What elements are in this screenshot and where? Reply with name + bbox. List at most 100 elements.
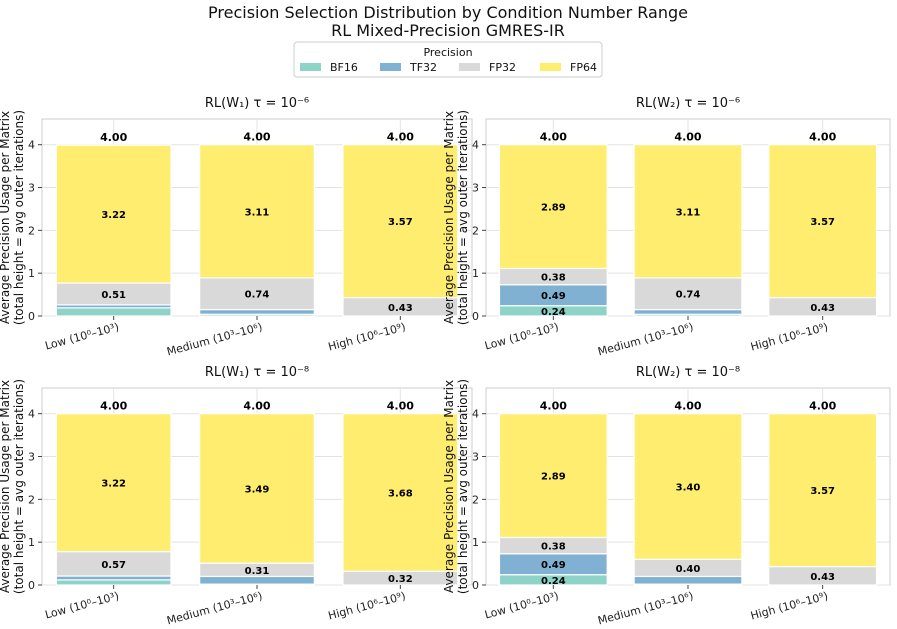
legend-label-fp32: FP32 — [489, 61, 516, 74]
panel-1: RL(W₁) τ = 10⁻⁶ 0 1 2 3 4 Average Precision Us… — [0, 96, 473, 358]
segment-tf32 — [199, 308, 315, 315]
segment-label-fp32: 0.38 — [541, 542, 566, 553]
x-tick-label: Medium (10³–10⁶) — [165, 320, 263, 358]
y-tick-label: 4 — [472, 408, 479, 421]
segment-label-fp32: 0.40 — [676, 564, 701, 575]
y-tick-label: 2 — [472, 493, 479, 506]
x-tick-label: Medium (10³–10⁶) — [596, 589, 694, 627]
segment-fp64 — [498, 144, 608, 270]
panel-title: RL(W₂) τ = 10⁻⁸ — [636, 365, 740, 380]
segment-label-fp64: 3.49 — [245, 484, 270, 495]
segment-label-fp32: 0.51 — [101, 290, 126, 301]
legend-swatch-fp64 — [540, 63, 561, 71]
y-axis-label: Average Precision Usage per Matrix — [0, 111, 12, 324]
total-label: 4.00 — [809, 131, 836, 144]
y-tick-label: 4 — [28, 139, 35, 152]
y-tick-label: 0 — [28, 310, 35, 323]
y-tick-label: 0 — [28, 579, 35, 592]
y-tick-label: 0 — [472, 579, 479, 592]
total-label: 4.00 — [387, 131, 414, 144]
segment-fp32 — [633, 277, 743, 311]
bar-3: 0.43 3.57 4.00 High (10⁶–10⁹) — [749, 388, 878, 623]
panel-title: RL(W₂) τ = 10⁻⁶ — [636, 96, 740, 111]
y-tick-label: 4 — [28, 408, 35, 421]
y-tick-label: 1 — [472, 536, 479, 549]
segment-label-fp64: 3.40 — [676, 483, 701, 494]
total-label: 4.00 — [809, 400, 836, 413]
segment-label-fp32: 0.43 — [810, 303, 835, 314]
x-tick-label: High (10⁶–10⁹) — [749, 320, 829, 353]
y-tick-label: 3 — [28, 182, 35, 195]
segment-label-fp64: 3.68 — [388, 488, 413, 499]
y-axis-label: Average Precision Usage per Matrix — [0, 380, 12, 593]
total-label: 4.00 — [674, 131, 701, 144]
panel-3: RL(W₁) τ = 10⁻⁸ 0 1 2 3 4 Average Precision Us… — [0, 365, 473, 627]
segment-label-fp32: 0.74 — [245, 290, 270, 301]
total-label: 4.00 — [100, 400, 127, 413]
segment-label-tf32: 0.49 — [541, 560, 566, 571]
x-tick-label: Low (10⁰–10³) — [483, 589, 560, 621]
y-tick-label: 2 — [472, 224, 479, 237]
segment-label-fp32: 0.38 — [541, 273, 566, 284]
segment-fp64 — [498, 413, 608, 539]
segment-label-fp64: 3.11 — [676, 207, 701, 218]
bar-1: 0.51 3.22 4.00 Low (10⁰–10³) — [44, 119, 172, 353]
segment-fp64 — [342, 144, 459, 299]
segment-label-bf16: 0.24 — [541, 576, 566, 587]
y-tick-label: 4 — [472, 139, 479, 152]
bar-3: 0.43 3.57 4.00 High (10⁶–10⁹) — [749, 119, 878, 354]
y-tick-label: 2 — [28, 224, 35, 237]
figure-title: Precision Selection Distribution by Cond… — [208, 3, 688, 22]
bar-3: 0.32 3.68 4.00 High (10⁶–10⁹) — [327, 388, 459, 623]
bar-1: 0.24 0.49 0.38 2.89 4.00 Low (10⁰–10³) — [483, 119, 608, 353]
x-tick-label: Medium (10³–10⁶) — [165, 589, 263, 627]
segment-label-fp64: 2.89 — [541, 472, 566, 483]
total-label: 4.00 — [540, 400, 567, 413]
y-axis-label-sub: (total height = avg outer iterations) — [12, 379, 26, 594]
segment-label-fp32: 0.74 — [676, 290, 701, 301]
segment-label-fp32: 0.57 — [101, 560, 126, 571]
y-tick-label: 2 — [28, 493, 35, 506]
x-tick-label: High (10⁶–10⁹) — [327, 589, 407, 622]
total-label: 4.00 — [100, 131, 127, 144]
segment-label-tf32: 0.49 — [541, 291, 566, 302]
segment-fp64 — [768, 413, 878, 568]
y-axis-label: Average Precision Usage per Matrix — [442, 111, 456, 324]
segment-label-bf16: 0.24 — [541, 307, 566, 318]
panel-4: RL(W₂) τ = 10⁻⁸ 0 1 2 3 4 Average Precision Us… — [442, 365, 891, 627]
legend-title: Precision — [423, 46, 472, 59]
legend-swatch-fp32 — [459, 63, 480, 71]
legend-swatch-tf32 — [380, 63, 401, 71]
segment-tf32 — [633, 575, 743, 585]
total-label: 4.00 — [674, 400, 701, 413]
x-tick-label: High (10⁶–10⁹) — [749, 589, 829, 622]
y-axis-label-sub: (total height = avg outer iterations) — [456, 379, 470, 594]
total-label: 4.00 — [243, 400, 270, 413]
y-axis-label-sub: (total height = avg outer iterations) — [12, 110, 26, 325]
x-tick-label: Low (10⁰–10³) — [44, 589, 121, 621]
segment-fp64 — [55, 413, 172, 553]
figure-subtitle: RL Mixed-Precision GMRES-IR — [331, 21, 565, 40]
segment-fp64 — [342, 413, 459, 572]
segment-fp32 — [55, 550, 172, 577]
legend-label-tf32: TF32 — [409, 61, 437, 74]
y-tick-label: 1 — [28, 536, 35, 549]
segment-fp64 — [633, 144, 743, 279]
legend-frame — [293, 41, 603, 78]
legend-label-bf16: BF16 — [330, 61, 358, 74]
total-label: 4.00 — [243, 131, 270, 144]
y-tick-label: 0 — [472, 310, 479, 323]
segment-fp64 — [55, 144, 172, 284]
total-label: 4.00 — [387, 400, 414, 413]
legend: Precision BF16 TF32 FP32 FP64 — [293, 41, 603, 78]
segment-tf32 — [199, 575, 315, 585]
segment-bf16 — [55, 307, 172, 317]
panel-title: RL(W₁) τ = 10⁻⁸ — [205, 365, 309, 380]
legend-swatch-bf16 — [300, 63, 321, 71]
x-tick-label: Low (10⁰–10³) — [44, 320, 121, 352]
x-tick-label: High (10⁶–10⁹) — [327, 320, 407, 353]
bar-1: 0.57 3.22 4.00 Low (10⁰–10³) — [44, 388, 172, 622]
x-tick-label: Low (10⁰–10³) — [483, 320, 560, 352]
y-tick-label: 1 — [472, 267, 479, 280]
